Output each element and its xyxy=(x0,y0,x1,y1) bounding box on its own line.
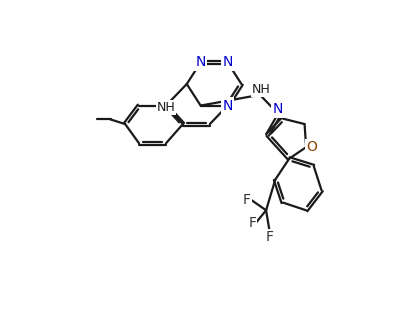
Text: F: F xyxy=(248,215,256,230)
Text: N: N xyxy=(222,55,233,70)
Text: N: N xyxy=(222,99,233,113)
Text: NH: NH xyxy=(157,101,175,114)
Text: F: F xyxy=(266,230,274,244)
Text: F: F xyxy=(243,193,251,207)
Text: N: N xyxy=(273,102,283,116)
Text: NH: NH xyxy=(252,83,271,96)
Text: O: O xyxy=(306,140,317,154)
Text: N: N xyxy=(195,55,206,70)
